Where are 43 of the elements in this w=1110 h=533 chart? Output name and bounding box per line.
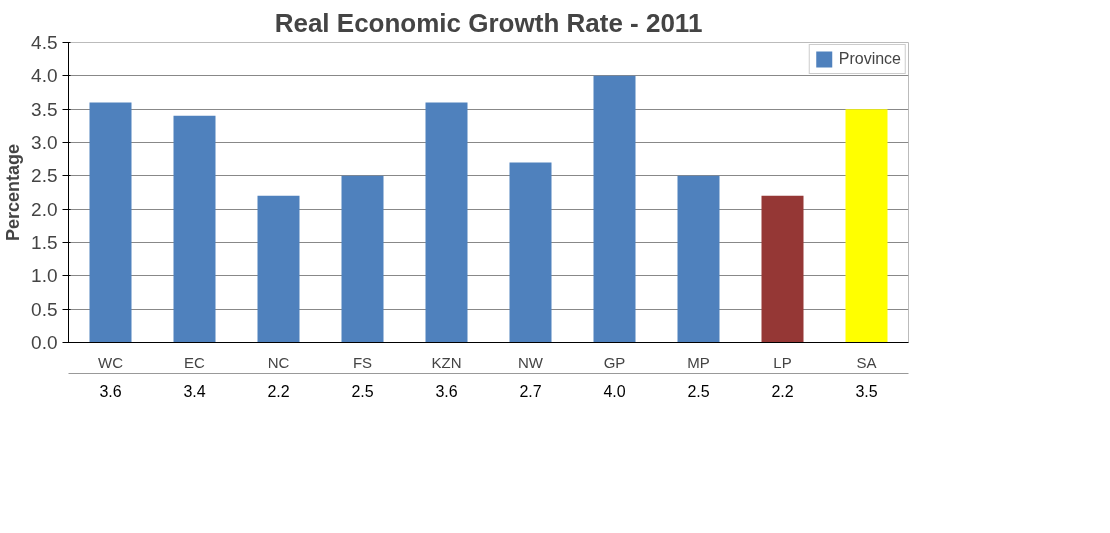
y-tick-label: 0.5 (31, 298, 58, 320)
y-tick-label: 2.0 (31, 198, 58, 220)
y-tick-label: 1.0 (31, 265, 58, 287)
data-label: 4.0 (603, 382, 626, 400)
x-tick-label: GP (603, 353, 626, 371)
data-label: 3.5 (855, 382, 878, 400)
bar (509, 162, 552, 343)
x-tick-label: LP (773, 353, 792, 371)
y-tick-label: 4.5 (31, 32, 58, 53)
legend-label: Province (838, 50, 901, 68)
y-axis-title: Percentage (3, 143, 24, 242)
x-tick-label: KZN (431, 353, 462, 371)
x-tick-label: MP (687, 353, 710, 371)
bar (257, 195, 300, 343)
bar (341, 175, 384, 343)
data-label: 3.4 (183, 382, 206, 400)
x-tick-label: NW (518, 353, 544, 371)
bar (677, 175, 720, 343)
y-tick-label: 1.5 (31, 232, 58, 253)
bar (173, 115, 216, 343)
x-tick-label: EC (184, 353, 206, 371)
bar (845, 109, 888, 343)
data-label: 2.5 (351, 382, 374, 400)
y-tick-label: 4.0 (31, 65, 58, 87)
y-tick-label: 3.0 (31, 132, 58, 153)
data-label: 2.2 (267, 382, 290, 400)
y-tick-label: 0.0 (31, 332, 58, 353)
data-label: 3.6 (435, 382, 458, 400)
data-label: 3.6 (99, 382, 122, 400)
x-tick-label: SA (856, 353, 877, 371)
bar (425, 102, 468, 343)
y-tick-label: 2.5 (31, 165, 58, 187)
x-tick-label: WC (98, 353, 124, 371)
data-label: 2.7 (519, 382, 542, 400)
x-tick-label: NC (267, 353, 290, 371)
bar (761, 195, 804, 343)
bar (89, 102, 132, 343)
bar (593, 75, 636, 343)
x-tick-label: FS (352, 353, 373, 371)
data-label: 2.2 (771, 382, 794, 400)
data-label: 2.5 (687, 382, 710, 400)
chart-title: Real Economic Growth Rate - 2011 (274, 7, 703, 38)
y-tick-label: 3.5 (31, 98, 58, 120)
